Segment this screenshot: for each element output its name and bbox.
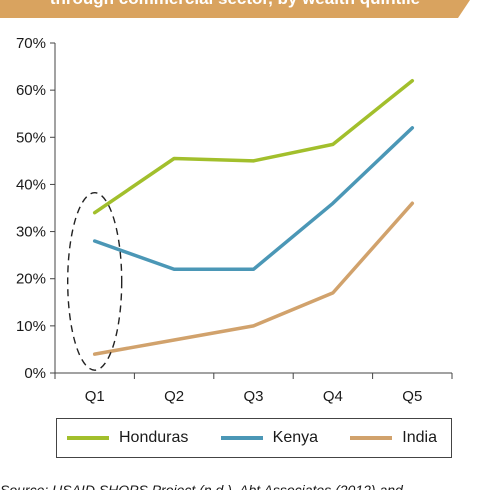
series-line-honduras <box>92 78 415 215</box>
x-tick-label-q5: Q5 <box>402 388 422 405</box>
y-tick-label: 0% <box>24 365 46 382</box>
y-axis-ticks: 0% 10% 20% 30% 40% 50% 60% 70% <box>16 35 55 382</box>
axes <box>54 43 452 374</box>
series-lines <box>92 78 415 356</box>
title-banner-shape: through commercial sector, by wealth qui… <box>0 0 470 18</box>
series-line-india <box>92 201 415 356</box>
legend-item-honduras: Honduras <box>67 429 188 447</box>
legend-item-india: India <box>350 429 437 447</box>
y-tick-label: 40% <box>16 176 46 193</box>
legend-swatch-india <box>350 436 393 440</box>
source-note: Source: USAID SHOPS Project (n.d.), Abt … <box>0 482 415 490</box>
q1-highlight-ellipse <box>66 192 123 371</box>
title-banner: through commercial sector, by wealth qui… <box>0 0 470 18</box>
legend: Honduras Kenya India <box>56 418 452 458</box>
y-tick-label: 20% <box>16 271 46 288</box>
y-tick-label: 10% <box>16 318 46 335</box>
y-tick-label: 70% <box>16 35 46 52</box>
y-tick-label: 50% <box>16 129 46 146</box>
legend-label-kenya: Kenya <box>272 429 319 446</box>
line-chart: 0% 10% 20% 30% 40% 50% 60% 70% Q1 Q2 Q3 Q4 Q5 <box>16 35 453 405</box>
series-line-kenya <box>92 126 415 272</box>
x-tick-label-q1: Q1 <box>85 388 105 405</box>
legend-label-honduras: Honduras <box>119 429 189 446</box>
y-tick-label: 60% <box>16 82 46 99</box>
x-tick-label-q3: Q3 <box>243 388 263 405</box>
legend-swatch-kenya <box>220 436 263 440</box>
chart-title: through commercial sector, by wealth qui… <box>50 0 420 8</box>
x-tick-label-q4: Q4 <box>323 388 343 405</box>
legend-swatch-honduras <box>67 436 109 440</box>
x-tick-label-q2: Q2 <box>164 388 184 405</box>
legend-item-kenya: Kenya <box>220 429 319 447</box>
legend-label-india: India <box>402 429 437 446</box>
y-tick-label: 30% <box>16 224 46 241</box>
x-axis-ticks: Q1 Q2 Q3 Q4 Q5 <box>54 373 453 405</box>
